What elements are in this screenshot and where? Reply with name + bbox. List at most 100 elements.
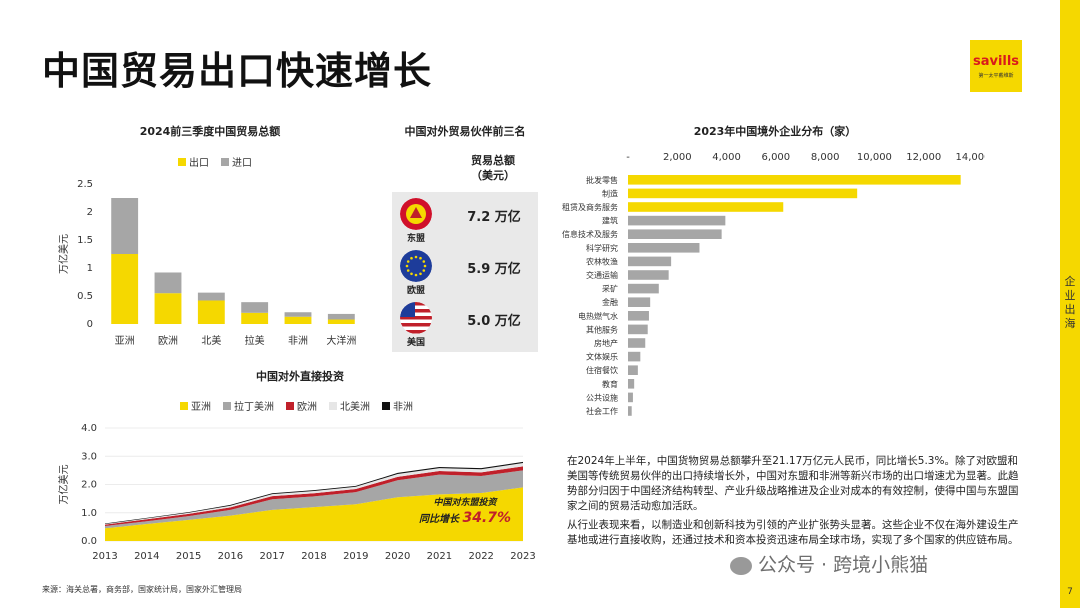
fdi-legend: 亚洲 拉丁美洲 欧洲 北美洲 非洲 bbox=[180, 398, 413, 413]
distribution-bar bbox=[628, 311, 649, 321]
distribution-bar bbox=[628, 175, 961, 185]
legend-asia: 亚洲 bbox=[180, 398, 211, 413]
legend-latam-label: 拉丁美洲 bbox=[234, 402, 274, 413]
trade-bar-export bbox=[241, 312, 269, 324]
distribution-bar bbox=[628, 351, 641, 362]
asean-flag-icon bbox=[400, 198, 432, 230]
trade-ytick: 0 bbox=[87, 319, 93, 330]
distribution-bar bbox=[628, 365, 638, 375]
trade-bar-export bbox=[154, 293, 182, 324]
eu-flag-icon bbox=[400, 250, 432, 282]
legend-import-label: 进口 bbox=[232, 158, 252, 169]
distribution-bar bbox=[628, 324, 648, 335]
trade-chart: 万亿美元 2.5 2 1.5 1 0.5 0 亚洲 欧洲 北美 拉美 非洲 大洋洲 bbox=[57, 179, 356, 347]
distribution-category: 采矿 bbox=[602, 284, 618, 294]
partner-row-eu: 欧盟 5.9 万亿 bbox=[392, 250, 538, 302]
distribution-bar bbox=[628, 338, 646, 348]
fdi-xtick: 2015 bbox=[176, 551, 201, 562]
legend-import: 进口 bbox=[221, 154, 252, 169]
legend-export: 出口 bbox=[178, 154, 209, 169]
trade-xtick: 拉美 bbox=[245, 334, 265, 347]
trade-xtick: 欧洲 bbox=[158, 335, 178, 347]
legend-namerica: 北美洲 bbox=[329, 398, 370, 413]
distribution-bar bbox=[628, 379, 635, 389]
legend-latam: 拉丁美洲 bbox=[223, 398, 274, 413]
trade-ytick: 1.5 bbox=[77, 235, 93, 246]
partner-name: 欧盟 bbox=[406, 286, 425, 296]
fdi-ytick: 0.0 bbox=[81, 536, 97, 547]
partners-title: 中国对外贸易伙伴前三名 bbox=[404, 125, 526, 138]
distribution-category: 科学研究 bbox=[586, 243, 618, 253]
distribution-chart-title: 2023年中国境外企业分布（家） bbox=[693, 125, 857, 138]
trade-xtick: 北美 bbox=[201, 334, 221, 347]
distribution-bar bbox=[628, 215, 726, 226]
partner-row-asean: 东盟 7.2 万亿 bbox=[392, 198, 538, 250]
distribution-bar bbox=[628, 188, 858, 199]
fdi-annotation-line1: 中国对东盟投资 bbox=[433, 497, 498, 508]
trade-ytick: 1 bbox=[87, 263, 93, 274]
fdi-ytick: 2.0 bbox=[81, 480, 97, 491]
fdi-annotation-line2: 同比增长 34.7% bbox=[419, 510, 511, 526]
trade-ylabel: 万亿美元 bbox=[57, 234, 70, 274]
source-note: 来源：海关总署，商务部，国家统计局，国家外汇管理局 bbox=[42, 585, 242, 594]
trade-legend: 出口 进口 bbox=[178, 154, 252, 169]
distribution-xtick: 8,000 bbox=[811, 152, 840, 163]
distribution-category: 公共设施 bbox=[586, 392, 618, 402]
distribution-category: 房地产 bbox=[594, 338, 618, 348]
legend-namerica-label: 北美洲 bbox=[340, 402, 370, 413]
distribution-xtick: 2,000 bbox=[663, 152, 692, 163]
trade-xtick: 亚洲 bbox=[115, 335, 135, 347]
legend-europe: 欧洲 bbox=[286, 398, 317, 413]
side-label: 企业出海 bbox=[1064, 275, 1076, 330]
trade-xtick: 大洋洲 bbox=[326, 334, 356, 347]
logo-brand: savills bbox=[972, 54, 1020, 69]
fdi-xtick: 2016 bbox=[218, 551, 243, 562]
distribution-bar bbox=[628, 297, 651, 307]
distribution-xtick: 14,000 bbox=[956, 152, 986, 163]
distribution-bar bbox=[628, 406, 632, 416]
distribution-category: 信息技术及服务 bbox=[562, 229, 618, 239]
fdi-area-latam bbox=[105, 470, 523, 529]
legend-africa: 非洲 bbox=[382, 398, 413, 413]
fdi-xtick: 2013 bbox=[92, 551, 117, 562]
distribution-category: 建筑 bbox=[602, 216, 618, 226]
fdi-area-asia bbox=[105, 487, 523, 541]
logo-subtitle: 第一太平戴维斯 bbox=[978, 73, 1014, 79]
trade-ytick: 2.5 bbox=[77, 179, 93, 190]
legend-asia-label: 亚洲 bbox=[191, 402, 211, 413]
distribution-category: 电热燃气水 bbox=[578, 311, 618, 321]
trade-bar-export bbox=[111, 254, 139, 324]
trade-bar-export bbox=[197, 300, 225, 324]
legend-europe-label: 欧洲 bbox=[297, 402, 317, 413]
trade-bar-import bbox=[197, 292, 225, 301]
distribution-xtick: 6,000 bbox=[762, 152, 791, 163]
distribution-xtick: - bbox=[626, 152, 630, 163]
fdi-ytick: 3.0 bbox=[81, 451, 97, 462]
fdi-xtick: 2022 bbox=[468, 551, 493, 562]
partners-header-line1: 贸易总额 bbox=[471, 154, 515, 167]
savills-logo: savills 第一太平戴维斯 bbox=[970, 40, 1022, 92]
fdi-area-europe bbox=[105, 466, 523, 527]
body-text: 在2024年上半年，中国货物贸易总额攀升至21.17万亿元人民币，同比增长5.3… bbox=[567, 454, 1027, 552]
fdi-chart-title: 中国对外直接投资 bbox=[256, 370, 344, 383]
distribution-category: 其他服务 bbox=[586, 324, 618, 334]
body-paragraph-1: 在2024年上半年，中国货物贸易总额攀升至21.17万亿元人民币，同比增长5.3… bbox=[567, 455, 1019, 512]
fdi-area-namerica bbox=[105, 463, 523, 525]
distribution-category: 农林牧渔 bbox=[586, 256, 618, 266]
distribution-bar bbox=[628, 256, 672, 267]
fdi-ylabel: 万亿美元 bbox=[57, 465, 70, 505]
legend-africa-label: 非洲 bbox=[393, 402, 413, 413]
trade-xtick: 非洲 bbox=[288, 335, 308, 347]
fdi-xtick: 2014 bbox=[134, 551, 159, 562]
trade-bar-export bbox=[327, 319, 355, 324]
fdi-xtick: 2023 bbox=[510, 551, 535, 562]
fdi-ytick: 1.0 bbox=[81, 508, 97, 519]
legend-export-label: 出口 bbox=[189, 158, 209, 169]
wechat-icon bbox=[730, 556, 752, 575]
trade-bar-import bbox=[154, 272, 182, 294]
distribution-category: 批发零售 bbox=[586, 175, 618, 185]
distribution-category: 文体娱乐 bbox=[586, 352, 618, 362]
fdi-xtick: 2021 bbox=[427, 551, 452, 562]
trade-chart-title: 2024前三季度中国贸易总额 bbox=[139, 125, 281, 138]
distribution-category: 社会工作 bbox=[586, 406, 618, 416]
